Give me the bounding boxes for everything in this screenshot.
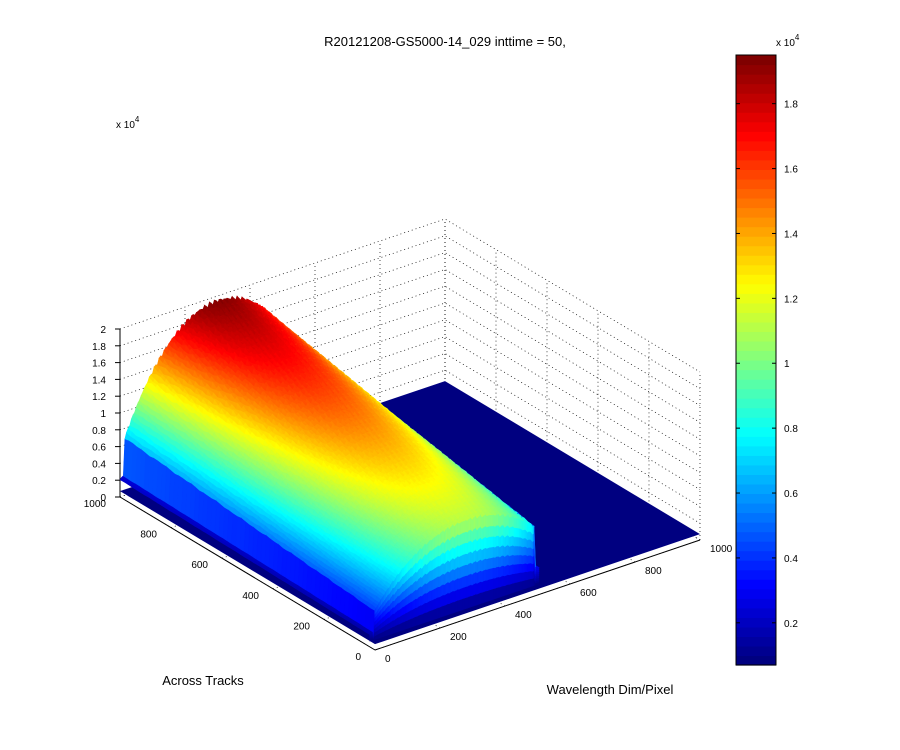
surface-plot [119, 295, 700, 645]
x-axis-line [374, 539, 701, 651]
y-axis-line [119, 496, 376, 651]
